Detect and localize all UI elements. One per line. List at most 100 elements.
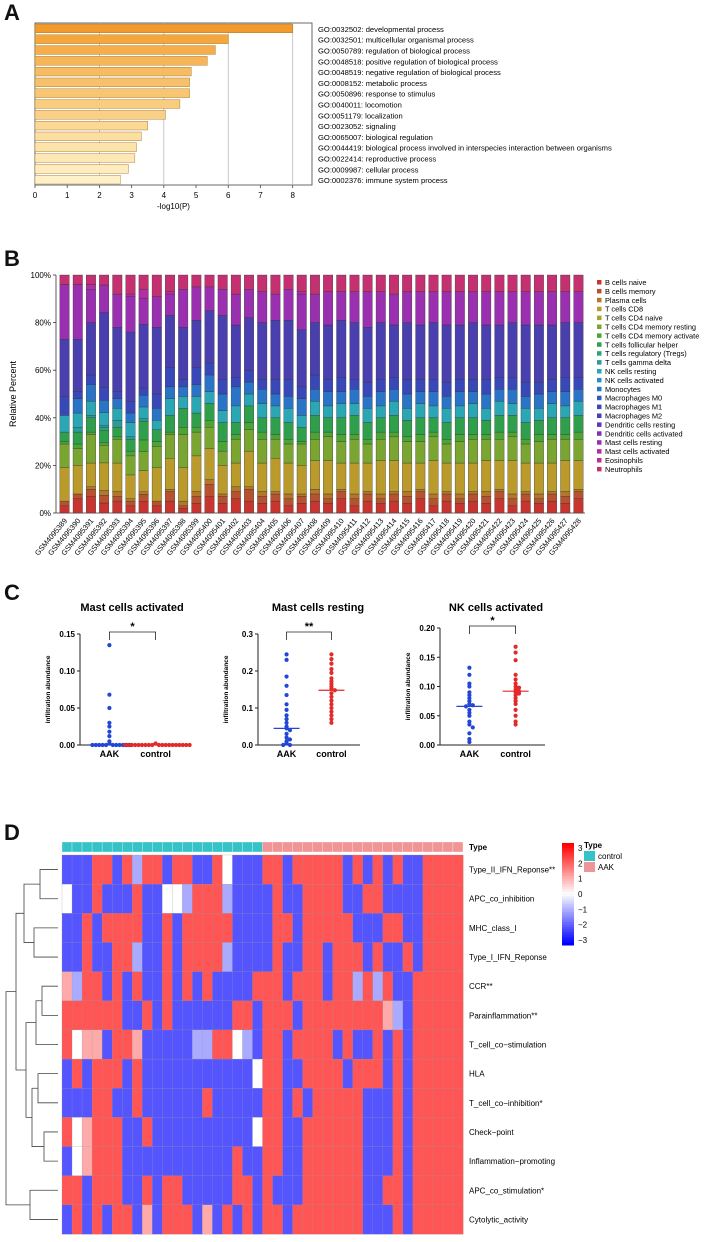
go-term-label: GO:0048518: positive regulation of biolo…: [318, 57, 498, 66]
heatmap-cell: [422, 1088, 434, 1118]
stacked-bar-segment: [468, 379, 478, 392]
heatmap-cell: [312, 1117, 324, 1147]
stacked-bar-segment: [481, 379, 492, 395]
heatmap-cell: [202, 884, 213, 914]
heatmap-cell: [252, 1088, 263, 1118]
legend-swatch: [584, 851, 595, 861]
stacked-bar-segment: [191, 496, 202, 504]
annotation-cell: [91, 841, 103, 853]
heatmap-cell: [412, 1175, 424, 1206]
stacked-bar-segment: [86, 274, 96, 285]
stacked-bar-segment: [415, 403, 426, 418]
stacked-bar-segment: [99, 312, 110, 388]
colorbar-segment: [562, 873, 574, 877]
stacked-bar-segment: [178, 386, 189, 397]
stacked-bar-segment: [481, 393, 492, 409]
heatmap-cell: [101, 1029, 113, 1060]
heatmap-cell: [71, 1088, 83, 1118]
stacked-bar-segment: [217, 441, 228, 452]
stacked-bar-segment: [468, 403, 478, 418]
row-label: T_cell_co−inhibition*: [469, 1099, 543, 1108]
stacked-bar-segment: [520, 439, 531, 445]
heatmap-cell: [252, 1058, 263, 1089]
heatmap-cell: [352, 1088, 364, 1118]
heatmap-cell: [61, 1000, 73, 1031]
stacked-bar-segment: [468, 500, 478, 514]
heatmap-cell: [362, 1204, 374, 1235]
stacked-bar-segment: [573, 389, 584, 402]
heatmap-cell: [422, 1000, 434, 1031]
heatmap-cell: [352, 884, 364, 914]
colorbar-segment: [562, 939, 574, 943]
heatmap-cell: [232, 884, 243, 914]
row-label: Parainflammation**: [469, 1011, 537, 1020]
heatmap-cell: [152, 884, 163, 914]
heatmap-cell: [392, 1000, 404, 1031]
y-tick-label: 0.2: [242, 667, 254, 676]
stacked-bar-segment: [151, 274, 162, 297]
stacked-bar-segment: [454, 462, 465, 495]
stacked-bar-segment: [125, 500, 136, 507]
heatmap-cell: [112, 971, 123, 1002]
stacked-bar-segment: [520, 462, 531, 492]
heatmap-cell: [152, 913, 163, 943]
go-bar: [34, 23, 293, 34]
data-point: [467, 701, 472, 707]
stacked-bar-segment: [270, 458, 281, 492]
heatmap-cell: [122, 913, 133, 943]
heatmap-cell: [342, 1029, 354, 1060]
stacked-bar-segment: [178, 427, 189, 435]
heatmap-cell: [452, 1000, 464, 1031]
stacked-bar-segment: [283, 408, 294, 423]
annotation-cell: [132, 841, 143, 853]
heatmap-cell: [91, 1088, 103, 1118]
heatmap-cell: [342, 913, 354, 943]
legend-swatch: [597, 342, 602, 347]
heatmap-cell: [272, 884, 283, 914]
panel-a-go-enrichment-chart: 0 1 2 3 4 5 6 7 8 -log10(P) GO:0032502: developmen…: [33, 22, 612, 211]
stacked-bar-segment: [112, 496, 123, 502]
stacked-bar-segment: [481, 274, 492, 292]
row-label: Type_I_IFN_Reponse: [469, 953, 547, 962]
group-label: control: [316, 749, 347, 759]
stacked-bar-segment: [204, 479, 215, 485]
heatmap-cell: [101, 1000, 113, 1031]
stacked-bar-segment: [138, 420, 149, 441]
heatmap-cell: [322, 1117, 334, 1147]
stacked-bar-segment: [323, 417, 334, 433]
stacked-bar-segment: [191, 367, 202, 385]
data-point: [284, 720, 289, 725]
stacked-bar-segment: [296, 503, 307, 514]
stacked-bar-segment: [362, 381, 373, 397]
stacked-bar-segment: [349, 274, 360, 292]
stacked-bar-segment: [230, 324, 241, 378]
stacked-bar-segment: [336, 320, 347, 378]
stacked-bar-segment: [217, 393, 228, 411]
stacked-bar-segment: [204, 274, 215, 288]
dendrogram-branch: [15, 912, 26, 1071]
stacked-bar-segment: [112, 274, 123, 295]
dotplot-title: Mast cells activated: [80, 602, 183, 614]
data-point: [513, 719, 518, 724]
heatmap-cell: [322, 884, 334, 914]
data-point: [284, 692, 289, 698]
annotation-cell: [322, 841, 333, 853]
stacked-bar-segment: [375, 498, 386, 504]
stacked-bar-segment: [507, 460, 518, 495]
annotation-cell: [111, 841, 123, 853]
heatmap-cell: [392, 942, 404, 973]
colorbar-segment: [562, 843, 574, 847]
stacked-bar-segment: [547, 274, 557, 292]
data-point: [329, 709, 334, 714]
heatmap-cell: [112, 1146, 123, 1177]
stacked-bar-segment: [547, 491, 557, 495]
heatmap-cell: [352, 913, 364, 943]
heatmap-cell: [302, 854, 314, 885]
data-point: [90, 742, 95, 748]
heatmap-cell: [182, 884, 193, 914]
heatmap-cell: [292, 884, 304, 914]
heatmap-cell: [192, 1000, 203, 1031]
legend-label: Mast cells activated: [605, 447, 670, 456]
stacked-bar-segment: [230, 422, 241, 435]
stacked-bar-segment: [533, 493, 544, 499]
